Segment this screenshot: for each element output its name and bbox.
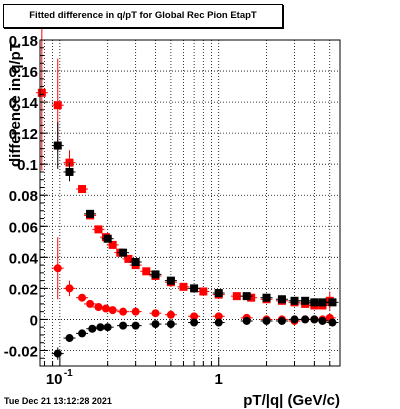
y-tick-label: 0.04: [9, 250, 39, 267]
data-point-square: [124, 254, 133, 263]
y-tick-label: 0.12: [9, 126, 38, 143]
data-point-circle: [166, 320, 175, 329]
data-point-square: [242, 292, 251, 301]
data-point-square: [214, 289, 223, 298]
data-point-square: [179, 282, 188, 291]
data-point-circle: [86, 299, 95, 308]
data-point-circle: [53, 349, 62, 358]
data-point-square: [103, 234, 112, 243]
data-point-circle: [262, 316, 271, 325]
data-point-square: [53, 101, 62, 110]
y-axis-label: difference in q/pT: [7, 42, 24, 167]
data-point-square: [119, 248, 128, 257]
data-point-circle: [53, 264, 62, 273]
y-tick-label: 0.16: [9, 64, 38, 81]
x-axis-label: pT/|q| (GeV/c): [243, 392, 340, 409]
axis-tick-labels: -0.02 0 0.02 0.04 0.06 0.08 0.1 0.12 0.14 0.16 0.1…: [4, 33, 223, 388]
data-point-square: [37, 88, 46, 97]
data-point-square: [328, 298, 337, 307]
data-point-circle: [119, 321, 128, 330]
data-point-square: [190, 284, 199, 293]
y-tick-label: 0: [30, 312, 38, 329]
data-point-square: [53, 141, 62, 150]
data-point-circle: [190, 318, 199, 327]
data-point-square: [199, 287, 208, 296]
data-point-circle: [310, 315, 319, 324]
data-points: [35, 15, 339, 360]
x-tick-label: 10: [46, 371, 63, 388]
data-point-circle: [214, 318, 223, 327]
data-point-square: [310, 298, 319, 307]
data-point-square: [318, 298, 327, 307]
y-tick-label: 0.1: [17, 157, 38, 174]
data-point-square: [131, 257, 140, 266]
x-tick-label: 1: [215, 371, 223, 388]
data-point-square: [65, 167, 74, 176]
data-point-circle: [190, 312, 199, 321]
y-tick-label: -0.02: [4, 343, 38, 360]
data-point-circle: [290, 315, 299, 324]
chart-title: Fitted difference in q/pT for Global Rec…: [3, 4, 283, 28]
data-point-square: [78, 185, 87, 194]
data-point-circle: [65, 334, 74, 343]
x-tick-label-exponent: -1: [64, 368, 73, 379]
series-1: [35, 15, 336, 311]
timestamp: Tue Dec 21 13:12:28 2021: [4, 396, 112, 406]
data-point-square: [301, 296, 310, 305]
data-point-square: [166, 276, 175, 285]
data-point-circle: [131, 321, 140, 330]
data-point-circle: [318, 316, 327, 325]
y-tick-label: 0.08: [9, 188, 38, 205]
series-2: [51, 122, 339, 307]
data-point-square: [108, 240, 117, 249]
y-tick-label: 0.14: [9, 95, 39, 112]
data-point-circle: [108, 306, 117, 315]
data-point-circle: [88, 324, 97, 333]
data-point-square: [232, 292, 241, 301]
data-point-circle: [65, 284, 74, 293]
data-point-square: [277, 295, 286, 304]
data-point-square: [86, 209, 95, 218]
data-point-circle: [328, 318, 337, 327]
data-point-square: [142, 267, 151, 276]
y-tick-label: 0.06: [9, 219, 38, 236]
data-point-circle: [96, 323, 105, 332]
data-point-circle: [103, 323, 112, 332]
data-point-square: [151, 270, 160, 279]
data-point-circle: [78, 293, 87, 302]
data-point-circle: [242, 316, 251, 325]
data-point-circle: [101, 304, 110, 313]
data-point-circle: [166, 310, 175, 319]
data-point-circle: [119, 307, 128, 316]
data-point-circle: [78, 329, 87, 338]
series-4: [51, 315, 339, 360]
axis-ticks: [40, 39, 331, 367]
data-point-square: [290, 296, 299, 305]
data-point-circle: [277, 316, 286, 325]
data-point-square: [262, 293, 271, 302]
y-tick-label: 0.18: [9, 33, 38, 50]
data-point-circle: [131, 307, 140, 316]
data-point-circle: [151, 309, 160, 318]
data-point-circle: [301, 315, 310, 324]
data-point-square: [247, 293, 256, 302]
data-point-circle: [151, 320, 160, 329]
data-point-circle: [214, 312, 223, 321]
data-point-circle: [94, 303, 103, 312]
y-tick-label: 0.02: [9, 281, 38, 298]
data-point-square: [94, 225, 103, 234]
